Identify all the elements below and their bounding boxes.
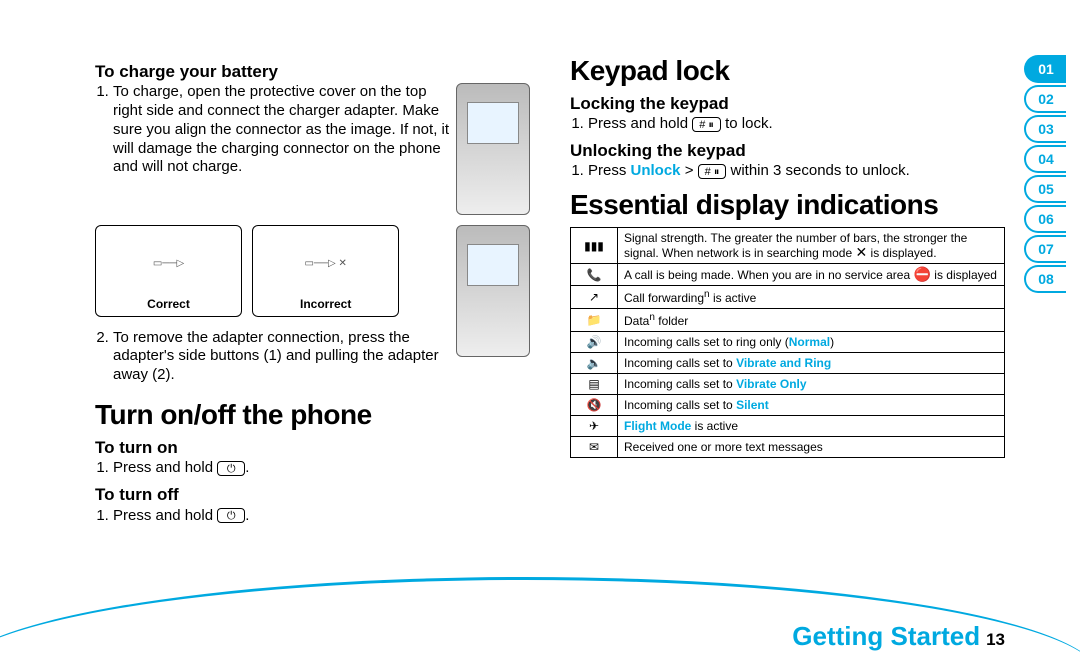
hash-key-icon: # ⏸	[692, 117, 721, 132]
right-column: Keypad lock Locking the keypad Press and…	[570, 55, 1005, 531]
indicator-symbol-icon: 🔊	[571, 332, 618, 353]
incorrect-image-box: ▭──▷ ✕ Incorrect	[252, 225, 399, 317]
unlock-text-b: >	[681, 162, 698, 179]
indicator-row: ▤Incoming calls set to Vibrate Only	[571, 374, 1005, 395]
unlock-step: Press Unlock > # ⏸ within 3 seconds to u…	[588, 162, 1005, 181]
charge-heading: To charge your battery	[95, 62, 530, 82]
indicator-symbol-icon: ✉	[571, 437, 618, 458]
indicator-row: ✈Flight Mode is active	[571, 416, 1005, 437]
lock-text-b: to lock.	[721, 115, 773, 132]
indicator-description: Flight Mode is active	[618, 416, 1005, 437]
nav-item-05[interactable]: 05	[1024, 175, 1066, 203]
nav-item-02[interactable]: 02	[1024, 85, 1066, 113]
phone-remove-image	[456, 225, 530, 357]
indicator-description: Signal strength. The greater the number …	[618, 228, 1005, 264]
keypad-lock-heading: Keypad lock	[570, 55, 1005, 87]
indicator-row: 🔊Incoming calls set to ring only (Normal…	[571, 332, 1005, 353]
page-number: 13	[986, 630, 1005, 650]
indicator-row: ↗Call forwardingn is active	[571, 286, 1005, 309]
lock-text-a: Press and hold	[588, 115, 692, 132]
unlocking-heading: Unlocking the keypad	[570, 141, 1005, 161]
unlock-text-a: Press	[588, 162, 631, 179]
turn-off-heading: To turn off	[95, 485, 530, 505]
indicator-symbol-icon: 🔇	[571, 395, 618, 416]
section-nav: 0102030405060708	[1024, 55, 1066, 293]
charge-body: To charge, open the protective cover on …	[95, 83, 530, 391]
indicator-row: 🔇Incoming calls set to Silent	[571, 395, 1005, 416]
turn-off-text-b: .	[245, 507, 249, 524]
essential-display-heading: Essential display indications	[570, 189, 1005, 221]
indicator-symbol-icon: 📁	[571, 309, 618, 332]
unlock-highlight: Unlock	[631, 162, 681, 179]
correct-label: Correct	[96, 297, 241, 312]
indicator-symbol-icon: 🔈	[571, 353, 618, 374]
locking-heading: Locking the keypad	[570, 94, 1005, 114]
nav-item-08[interactable]: 08	[1024, 265, 1066, 293]
footer-section-label: Getting Started	[792, 621, 980, 652]
indicator-row: 📞A call is being made. When you are in n…	[571, 264, 1005, 286]
page-footer: Getting Started 13	[792, 621, 1005, 652]
indicator-row: ✉Received one or more text messages	[571, 437, 1005, 458]
lock-step: Press and hold # ⏸ to lock.	[588, 115, 1005, 134]
indicator-description: Incoming calls set to ring only (Normal)	[618, 332, 1005, 353]
turn-on-off-heading: Turn on/off the phone	[95, 399, 530, 431]
nav-item-06[interactable]: 06	[1024, 205, 1066, 233]
indicator-description: Call forwardingn is active	[618, 286, 1005, 309]
indicator-table: ▮▮▮Signal strength. The greater the numb…	[570, 227, 1005, 458]
correct-image-box: ▭──▷ Correct	[95, 225, 242, 317]
turn-off-text-a: Press and hold	[113, 507, 217, 524]
indicator-symbol-icon: ▤	[571, 374, 618, 395]
nav-item-03[interactable]: 03	[1024, 115, 1066, 143]
indicator-symbol-icon: ✈	[571, 416, 618, 437]
power-key-icon: ⏻	[217, 508, 245, 523]
nav-item-01[interactable]: 01	[1024, 55, 1066, 83]
indicator-row: 🔈Incoming calls set to Vibrate and Ring	[571, 353, 1005, 374]
indicator-symbol-icon: ↗	[571, 286, 618, 309]
indicator-description: Incoming calls set to Vibrate and Ring	[618, 353, 1005, 374]
turn-on-text-a: Press and hold	[113, 459, 217, 476]
turn-on-step: Press and hold ⏻.	[113, 459, 530, 478]
incorrect-label: Incorrect	[253, 297, 398, 312]
indicator-description: Incoming calls set to Vibrate Only	[618, 374, 1005, 395]
left-column: To charge your battery To charge, open t…	[95, 55, 530, 531]
content-columns: To charge your battery To charge, open t…	[95, 55, 1005, 531]
turn-on-text-b: .	[245, 459, 249, 476]
phone-charger-image	[456, 83, 530, 215]
hash-key-icon: # ⏸	[698, 164, 727, 179]
indicator-description: Datan folder	[618, 309, 1005, 332]
indicator-symbol-icon: ▮▮▮	[571, 228, 618, 264]
indicator-description: A call is being made. When you are in no…	[618, 264, 1005, 286]
indicator-description: Received one or more text messages	[618, 437, 1005, 458]
power-key-icon: ⏻	[217, 461, 245, 476]
nav-item-04[interactable]: 04	[1024, 145, 1066, 173]
indicator-description: Incoming calls set to Silent	[618, 395, 1005, 416]
indicator-row: ▮▮▮Signal strength. The greater the numb…	[571, 228, 1005, 264]
indicator-row: 📁Datan folder	[571, 309, 1005, 332]
unlock-text-c: within 3 seconds to unlock.	[726, 162, 909, 179]
nav-item-07[interactable]: 07	[1024, 235, 1066, 263]
turn-on-heading: To turn on	[95, 438, 530, 458]
turn-off-step: Press and hold ⏻.	[113, 507, 530, 526]
manual-page: To charge your battery To charge, open t…	[0, 0, 1080, 670]
indicator-symbol-icon: 📞	[571, 264, 618, 286]
